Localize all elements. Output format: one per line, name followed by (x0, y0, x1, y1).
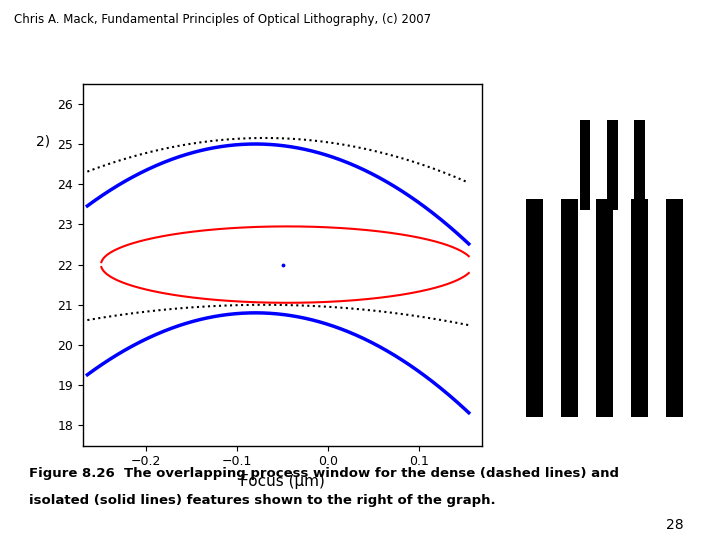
Text: Chris A. Mack, Fundamental Principles of Optical Lithography, (c) 2007: Chris A. Mack, Fundamental Principles of… (14, 14, 431, 26)
Bar (526, 199, 543, 416)
Y-axis label: 2): 2) (36, 135, 50, 149)
Bar (666, 199, 683, 416)
Bar (580, 120, 590, 211)
Bar (631, 199, 648, 416)
Bar (607, 120, 618, 211)
Text: isolated (solid lines) features shown to the right of the graph.: isolated (solid lines) features shown to… (29, 494, 495, 507)
Text: Figure 8.26  The overlapping process window for the dense (dashed lines) and: Figure 8.26 The overlapping process wind… (29, 467, 618, 480)
X-axis label: Focus (μm): Focus (μm) (240, 474, 325, 489)
Bar (634, 120, 645, 211)
Bar (596, 199, 613, 416)
Text: 28: 28 (667, 518, 684, 532)
Bar (562, 199, 577, 416)
